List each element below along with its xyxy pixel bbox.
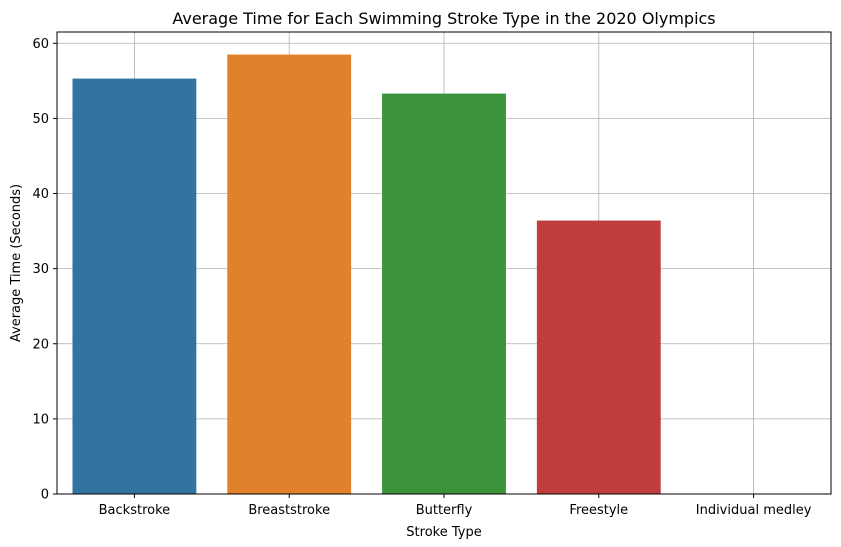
y-tick-label: 40 xyxy=(32,187,49,202)
y-axis-title: Average Time (Seconds) xyxy=(9,184,24,342)
x-tick-label: Butterfly xyxy=(416,503,473,518)
x-tick-label: Backstroke xyxy=(99,503,171,518)
bar-layer xyxy=(72,54,661,494)
bar-breaststroke xyxy=(227,54,352,494)
bar-freestyle xyxy=(536,220,661,494)
y-tick-label: 60 xyxy=(32,37,49,52)
y-tick-label: 50 xyxy=(32,112,49,127)
x-tick-label: Individual medley xyxy=(696,503,812,518)
x-axis-title: Stroke Type xyxy=(406,525,481,540)
chart-title: Average Time for Each Swimming Stroke Ty… xyxy=(172,9,715,28)
x-tick-label: Freestyle xyxy=(569,503,628,518)
y-tick-label: 20 xyxy=(32,337,49,352)
x-tick-label: Breaststroke xyxy=(248,503,330,518)
y-tick-label: 30 xyxy=(32,262,49,277)
tick-layer: 0 10 20 30 40 50 60 Backstroke Breaststroke Butte… xyxy=(32,37,811,518)
y-tick-label: 10 xyxy=(32,412,49,427)
bar-butterfly xyxy=(382,93,506,494)
bar-backstroke xyxy=(72,78,197,494)
y-tick-label: 0 xyxy=(41,488,49,503)
